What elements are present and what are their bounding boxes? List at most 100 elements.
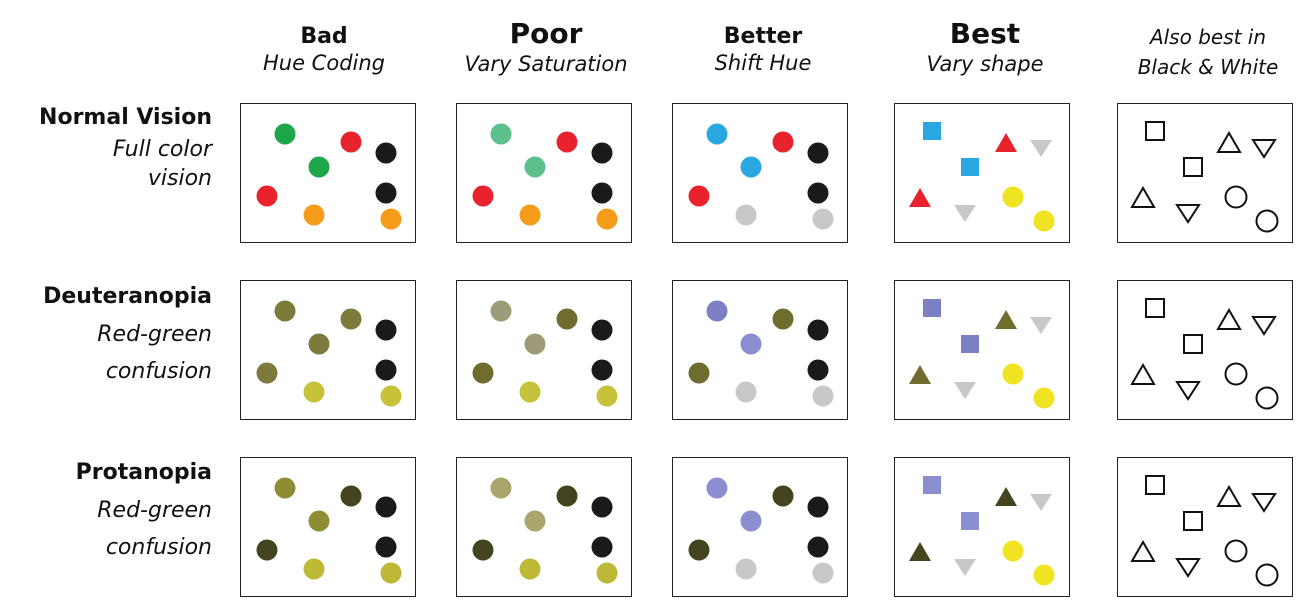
- column-title: Better: [723, 24, 803, 49]
- dot-mark: [380, 385, 402, 407]
- triangle-mark: [1130, 540, 1156, 562]
- row-title: Deuteranopia: [43, 284, 212, 309]
- dot-mark: [340, 308, 362, 330]
- dot-mark: [591, 536, 613, 558]
- panel-normal-1: [456, 103, 632, 243]
- dot-mark: [472, 362, 494, 384]
- panel-normal-2: [672, 103, 848, 243]
- square-mark: [923, 299, 941, 317]
- row-header-normal: Normal Vision Full color vision: [12, 104, 212, 195]
- row-subtitle-2: confusion: [105, 358, 212, 384]
- dot-mark: [591, 496, 613, 518]
- dot-mark: [735, 381, 757, 403]
- dot-mark: [303, 204, 325, 226]
- dot-mark: [375, 359, 397, 381]
- dot-mark: [490, 123, 512, 145]
- panel-drawing: [688, 300, 834, 407]
- column-header-poor: Poor Vary Saturation: [446, 17, 646, 79]
- row-header-deuteranopia: Deuteranopia Red-green confusion: [12, 283, 212, 388]
- inverted-triangle-mark: [1175, 381, 1201, 401]
- dot-mark: [807, 142, 829, 164]
- triangle-mark: [909, 542, 931, 561]
- circle-mark: [1033, 564, 1055, 586]
- triangle-mark: [1216, 131, 1242, 153]
- dot-mark: [688, 362, 710, 384]
- inverted-triangle-mark: [1030, 317, 1052, 334]
- dot-mark: [519, 558, 541, 580]
- dot-mark: [375, 182, 397, 204]
- dot-mark: [274, 123, 296, 145]
- row-title: Normal Vision: [39, 105, 212, 130]
- square-mark: [923, 476, 941, 494]
- dot-mark: [274, 300, 296, 322]
- dot-mark: [340, 485, 362, 507]
- panel-normal-0: [240, 103, 416, 243]
- panel-drawing: [1130, 475, 1279, 587]
- column-header-better: Better Shift Hue: [663, 24, 863, 78]
- dot-mark: [472, 185, 494, 207]
- dot-mark: [524, 333, 546, 355]
- square-mark: [1145, 121, 1165, 141]
- circle-mark: [1002, 186, 1024, 208]
- inverted-triangle-mark: [1251, 493, 1277, 513]
- square-mark: [923, 122, 941, 140]
- dot-mark: [740, 156, 762, 178]
- column-subtitle: Shift Hue: [714, 51, 812, 76]
- dot-mark: [524, 156, 546, 178]
- square-mark: [1183, 511, 1203, 531]
- dot-mark: [807, 182, 829, 204]
- circle-mark: [1002, 540, 1024, 562]
- circle-mark: [1033, 387, 1055, 409]
- panel-normal-3: [894, 103, 1070, 243]
- panel-drawing: [1130, 298, 1279, 410]
- column-title: Bad: [300, 24, 348, 49]
- dot-mark: [688, 185, 710, 207]
- inverted-triangle-mark: [1030, 494, 1052, 511]
- triangle-mark: [1130, 363, 1156, 385]
- circle-mark: [1224, 185, 1248, 209]
- inverted-triangle-mark: [1251, 139, 1277, 159]
- dot-mark: [596, 208, 618, 230]
- panel-protanopia-1: [456, 457, 632, 597]
- panel-drawing: [472, 300, 618, 407]
- square-mark: [961, 158, 979, 176]
- dot-mark: [308, 156, 330, 178]
- inverted-triangle-mark: [954, 205, 976, 222]
- dot-mark: [812, 208, 834, 230]
- dot-mark: [556, 485, 578, 507]
- panel-deuteranopia-1: [456, 280, 632, 420]
- dot-mark: [519, 381, 541, 403]
- dot-mark: [375, 536, 397, 558]
- dot-mark: [490, 477, 512, 499]
- panel-drawing: [909, 299, 1055, 409]
- square-mark: [1183, 157, 1203, 177]
- circle-mark: [1255, 563, 1279, 587]
- dot-mark: [274, 477, 296, 499]
- dot-mark: [706, 300, 728, 322]
- dot-mark: [256, 185, 278, 207]
- inverted-triangle-mark: [1251, 316, 1277, 336]
- dot-mark: [706, 477, 728, 499]
- panel-drawing: [909, 476, 1055, 586]
- inverted-triangle-mark: [1175, 204, 1201, 224]
- square-mark: [961, 335, 979, 353]
- triangle-mark: [1216, 308, 1242, 330]
- dot-mark: [308, 510, 330, 532]
- circle-mark: [1224, 539, 1248, 563]
- panel-protanopia-2: [672, 457, 848, 597]
- dot-mark: [772, 485, 794, 507]
- row-title: Protanopia: [75, 460, 212, 485]
- inverted-triangle-mark: [954, 559, 976, 576]
- circle-mark: [1002, 363, 1024, 385]
- dot-mark: [524, 510, 546, 532]
- panel-drawing: [256, 123, 402, 230]
- square-mark: [1183, 334, 1203, 354]
- triangle-mark: [1130, 186, 1156, 208]
- panel-deuteranopia-2: [672, 280, 848, 420]
- dot-mark: [591, 359, 613, 381]
- dot-mark: [807, 536, 829, 558]
- row-subtitle-2: confusion: [105, 534, 212, 560]
- panel-deuteranopia-3: [894, 280, 1070, 420]
- panel-drawing: [688, 123, 834, 230]
- row-subtitle-1: Red-green: [97, 321, 212, 347]
